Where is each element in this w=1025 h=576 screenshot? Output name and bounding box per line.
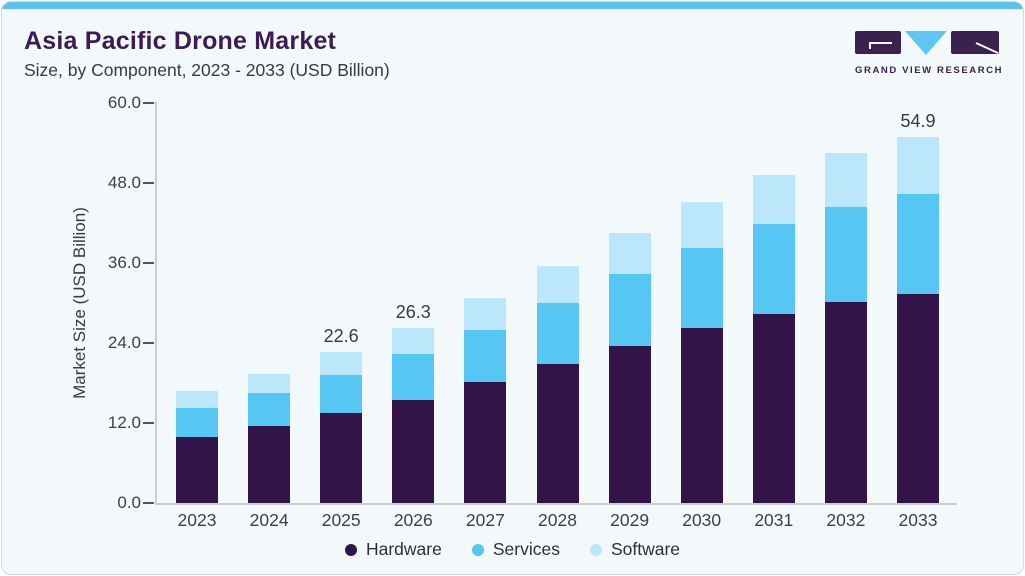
bar-2024-software (248, 374, 291, 393)
bar-2028-hardware (536, 363, 579, 503)
legend-item-hardware: Hardware (344, 539, 442, 560)
x-axis-line (155, 503, 957, 505)
y-tick-label: 48.0 (107, 173, 141, 192)
bar-2028-services (536, 303, 579, 364)
bar-2031-services (752, 224, 795, 315)
chart-legend: Hardware Services Software (2, 539, 1023, 560)
bar-2028-software (536, 266, 579, 303)
bar-2029-software (608, 233, 651, 275)
bar-2025-services (320, 375, 363, 413)
x-axis-label-2025: 2025 (321, 510, 361, 530)
accent-top-strip (2, 2, 1023, 9)
y-tick-mark (143, 342, 154, 344)
y-tick-mark (143, 422, 154, 424)
y-tick-mark (143, 102, 154, 104)
bar-2033-software (897, 137, 939, 194)
bar-2033-hardware (897, 294, 939, 503)
bar-2023-hardware (176, 437, 218, 503)
x-axis-label-2026: 2026 (393, 510, 433, 530)
x-axis-label-2027: 2027 (465, 510, 505, 530)
gvr-logo-icon (855, 31, 999, 55)
bar-2031-software (752, 175, 795, 225)
legend-dot-services (471, 543, 484, 556)
bar-2027-services (464, 330, 507, 383)
bar-2032-software (824, 153, 867, 207)
bar-2027-software (464, 297, 507, 331)
bar-2031-hardware (752, 314, 795, 503)
gvr-logo-text: GRAND VIEW RESEARCH (855, 65, 1004, 76)
bar-total-label-2025: 22.6 (323, 326, 359, 347)
bar-2030-hardware (680, 327, 723, 503)
x-axis-label-2032: 2032 (826, 510, 866, 530)
bar-2033-services (897, 193, 939, 295)
bar-2023-software (176, 391, 218, 409)
x-axis-label-2030: 2030 (682, 510, 722, 530)
bar-total-label-2026: 26.3 (395, 301, 431, 322)
legend-item-software: Software (589, 539, 681, 560)
bar-2026-hardware (392, 399, 435, 503)
y-tick-mark (143, 262, 154, 264)
bar-2026-services (392, 353, 435, 400)
bar-total-label-2033: 54.9 (900, 111, 936, 131)
legend-dot-hardware (344, 543, 357, 556)
y-tick-label: 12.0 (107, 413, 141, 432)
bar-2032-services (824, 207, 867, 303)
bar-2023-services (176, 408, 218, 437)
y-tick-label: 0.0 (117, 493, 141, 512)
bar-2030-services (680, 247, 723, 328)
y-axis-title: Market Size (USD Billion) (70, 207, 89, 399)
page-title: Asia Pacific Drone Market (24, 27, 337, 55)
x-axis-label-2029: 2029 (610, 510, 650, 530)
bar-2029-services (608, 274, 651, 346)
legend-label: Hardware (365, 539, 442, 559)
bar-2029-hardware (608, 345, 651, 503)
bar-2026-software (392, 327, 435, 354)
legend-dot-software (589, 543, 602, 556)
x-axis-label-2024: 2024 (249, 510, 289, 530)
bar-2030-software (680, 201, 723, 248)
y-tick-mark (143, 182, 154, 184)
grand-view-research-logo: GRAND VIEW RESEARCH (855, 30, 1004, 76)
y-tick-mark (143, 502, 154, 504)
bar-2025-software (320, 352, 363, 375)
bar-2025-hardware (320, 413, 363, 503)
legend-label: Software (610, 539, 681, 559)
x-axis-label-2023: 2023 (177, 510, 217, 530)
y-axis-line (155, 102, 157, 505)
bar-2024-services (248, 393, 291, 427)
y-tick-label: 60.0 (107, 93, 141, 112)
legend-item-services: Services (471, 539, 560, 560)
bar-2027-hardware (464, 382, 507, 503)
x-axis-label-2031: 2031 (754, 510, 794, 530)
y-tick-label: 24.0 (107, 333, 141, 352)
y-tick-label: 36.0 (107, 253, 141, 272)
bar-2024-hardware (248, 426, 291, 503)
x-axis-label-2033: 2033 (898, 510, 938, 530)
page-subtitle: Size, by Component, 2023 - 2033 (USD Bil… (24, 60, 390, 80)
legend-label: Services (492, 539, 560, 559)
x-axis-label-2028: 2028 (538, 510, 577, 530)
bar-2032-hardware (824, 302, 867, 503)
